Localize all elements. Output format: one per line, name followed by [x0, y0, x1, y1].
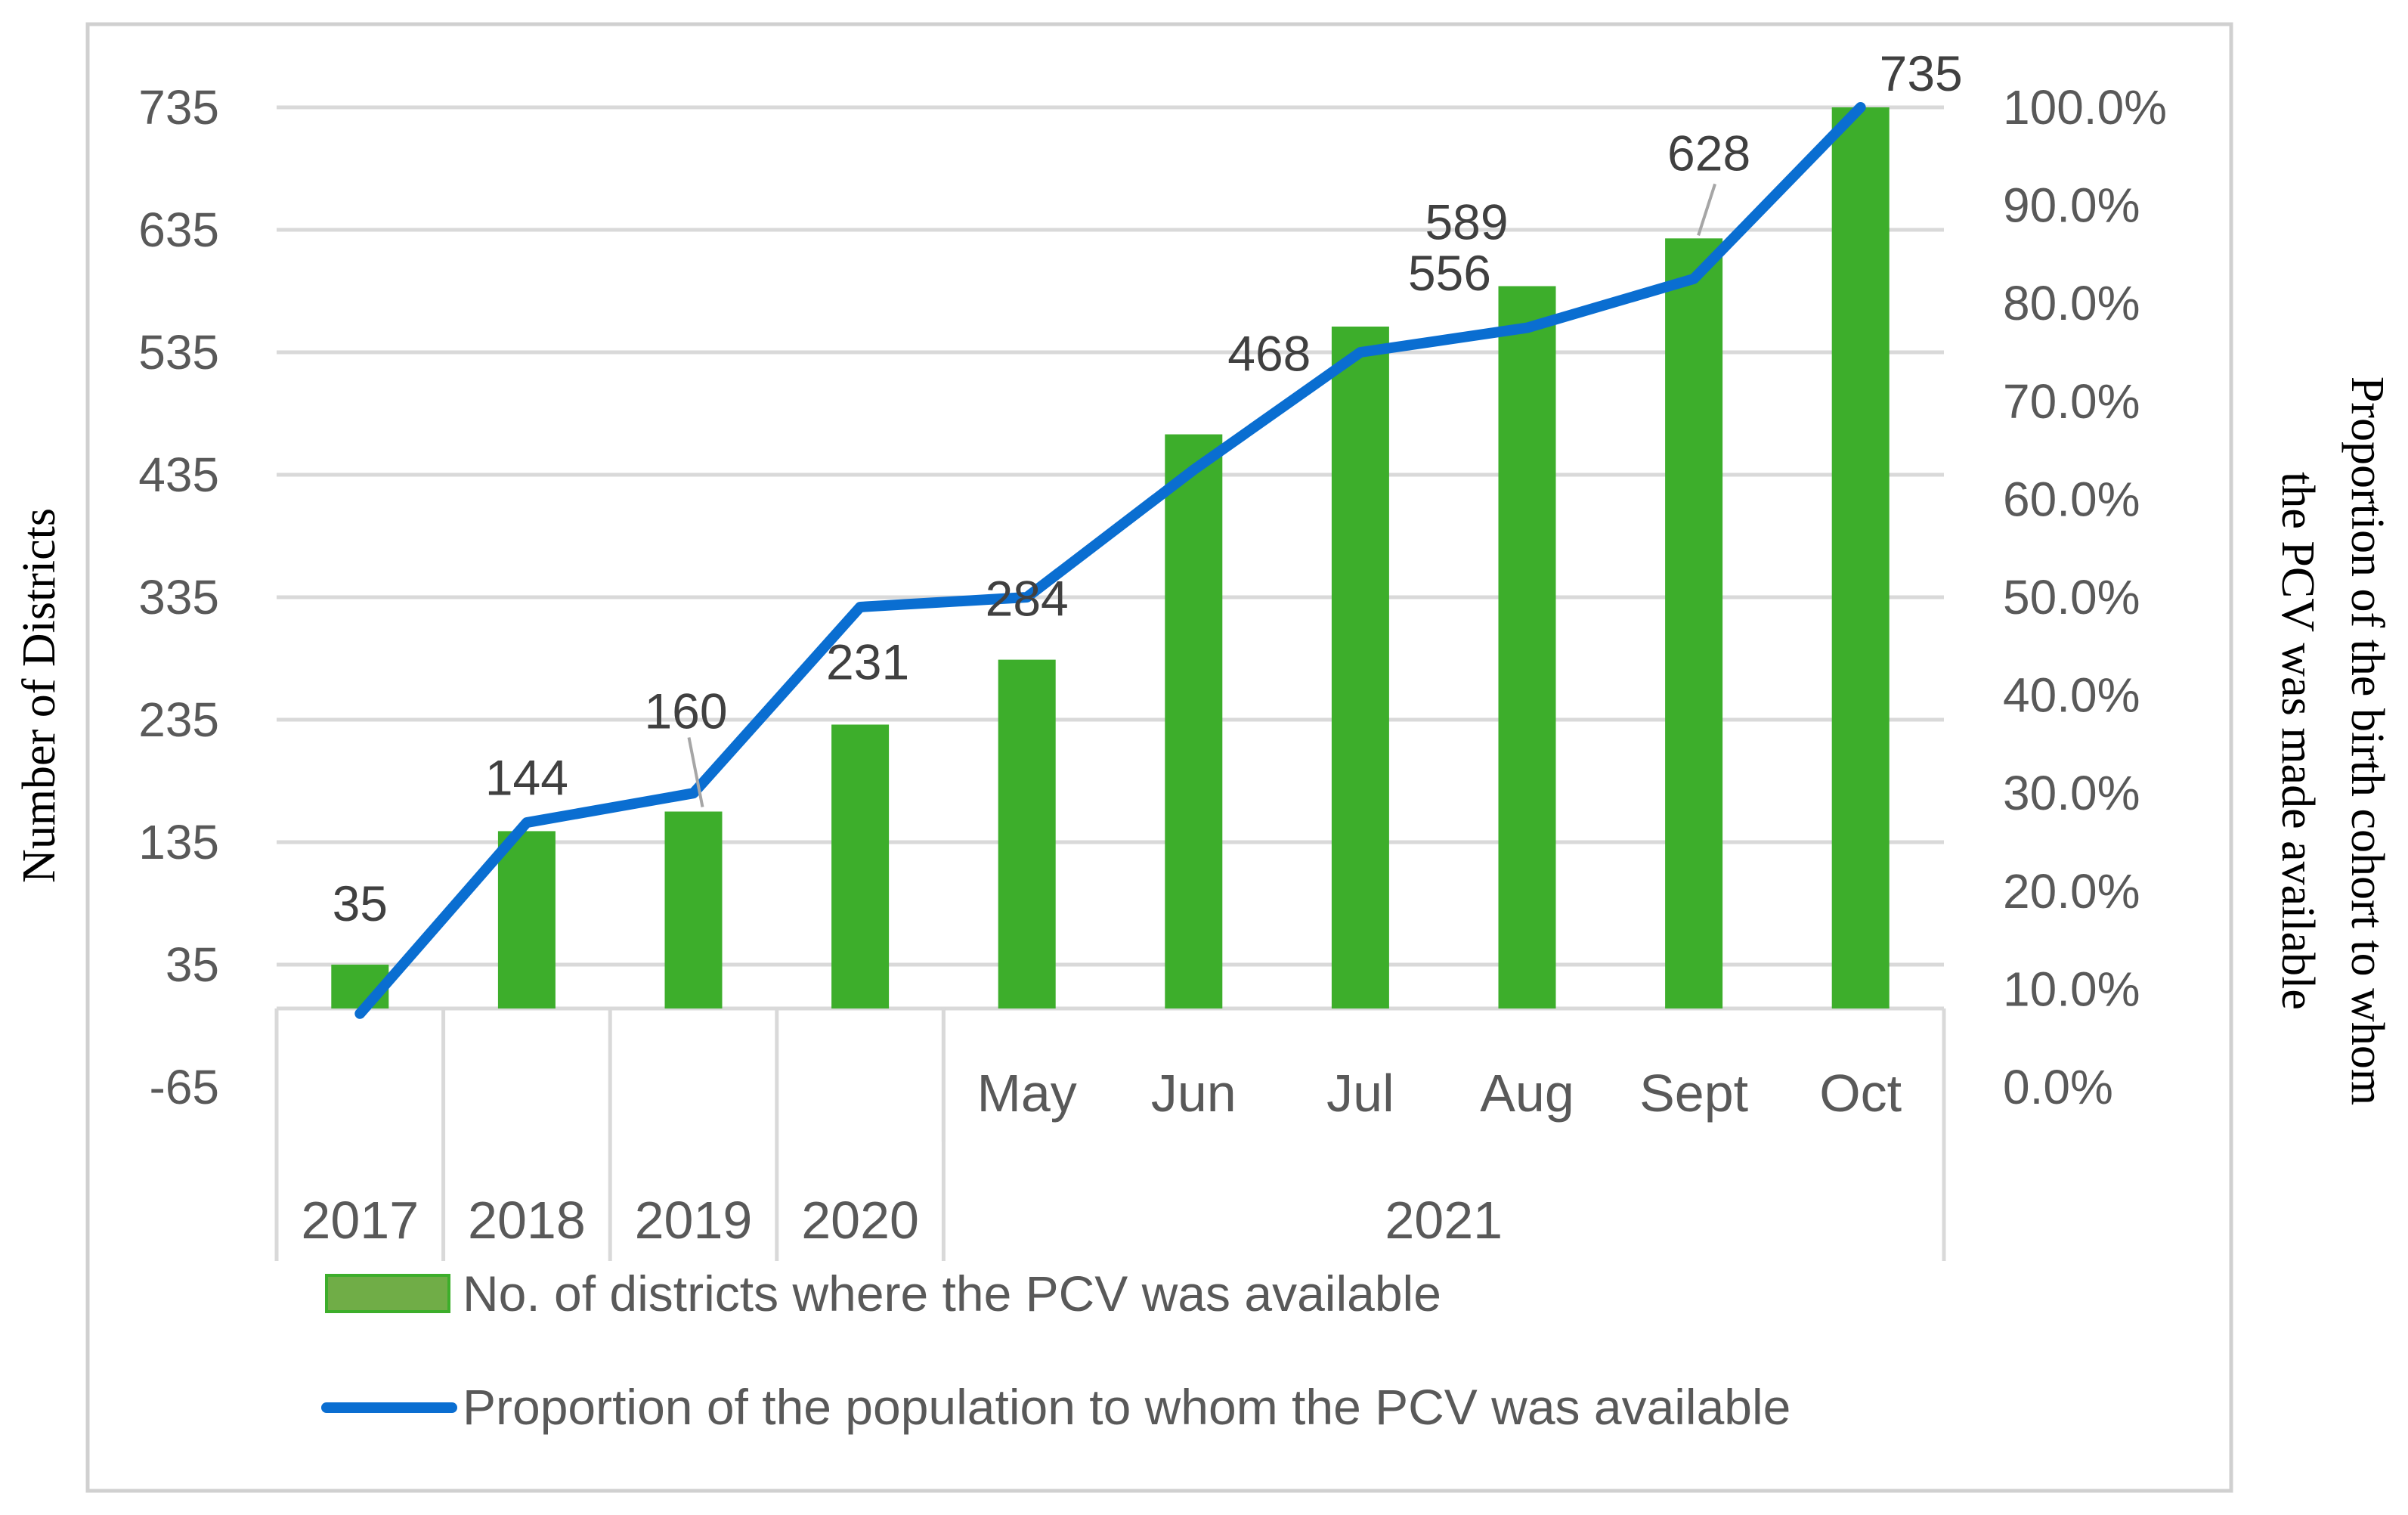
- bar: [831, 724, 890, 1008]
- right-tick-label: 10.0%: [2003, 962, 2140, 1016]
- bar-value-label: 468: [1227, 326, 1311, 382]
- month-label: Jun: [1151, 1064, 1236, 1123]
- left-tick-label: -65: [150, 1060, 220, 1114]
- right-tick-label: 100.0%: [2003, 80, 2167, 135]
- left-tick-label: 435: [138, 448, 219, 502]
- bar: [1165, 434, 1223, 1008]
- left-tick-label: 535: [138, 325, 219, 380]
- left-tick-label: 335: [138, 570, 219, 624]
- bar-value-label: 284: [986, 571, 1069, 627]
- right-tick-label: 20.0%: [2003, 864, 2140, 919]
- legend: No. of districts where the PCV was avail…: [321, 1266, 1791, 1435]
- left-tick-label: 735: [138, 80, 219, 135]
- line-point: [359, 1012, 361, 1015]
- line-point: [1859, 107, 1862, 108]
- bar-value-label: 35: [333, 875, 388, 931]
- left-tick-label: 235: [138, 692, 219, 747]
- left-tick-label: 635: [138, 203, 219, 257]
- right-axis-title-line1: Proportion of the birth cohort to whom: [2341, 376, 2393, 1105]
- right-axis-ticks: 100.0% 90.0% 80.0% 70.0% 60.0% 50.0% 40.0% 30.0…: [2003, 80, 2167, 1114]
- bar-value-label: 160: [644, 683, 727, 739]
- month-label: Sept: [1639, 1064, 1748, 1123]
- left-tick-label: 135: [138, 815, 219, 869]
- right-axis-title-line2: the PCV was made available: [2272, 472, 2323, 1010]
- legend-bar-label: No. of districts where the PCV was avail…: [463, 1266, 1441, 1321]
- bar: [497, 831, 556, 1008]
- legend-bar-swatch: [325, 1274, 450, 1313]
- year-label: 2017: [301, 1191, 419, 1250]
- bar-value-label: 628: [1667, 125, 1750, 181]
- right-tick-label: 30.0%: [2003, 766, 2140, 820]
- line-series: [354, 102, 1866, 1019]
- line-point: [1026, 596, 1028, 598]
- left-axis-ticks: 735 635 535 435 335 235 135 35 -65: [138, 80, 219, 1114]
- bar: [1665, 238, 1723, 1009]
- right-tick-label: 50.0%: [2003, 570, 2140, 624]
- bar: [1831, 107, 1890, 1008]
- bar-value-label: 144: [485, 749, 568, 805]
- line-point: [1526, 327, 1528, 329]
- left-axis-title: Number of Districts: [14, 508, 65, 883]
- right-tick-label: 70.0%: [2003, 374, 2140, 429]
- month-label: Jul: [1326, 1064, 1394, 1123]
- right-tick-label: 40.0%: [2003, 668, 2140, 723]
- bar: [998, 659, 1056, 1008]
- month-label: Aug: [1480, 1064, 1574, 1123]
- month-label: Oct: [1819, 1064, 1902, 1123]
- year-label: 2018: [468, 1191, 586, 1250]
- line-point: [1359, 352, 1361, 353]
- month-label: May: [977, 1064, 1077, 1123]
- right-tick-label: 80.0%: [2003, 276, 2140, 330]
- bar: [664, 811, 723, 1008]
- right-tick-label: 90.0%: [2003, 178, 2140, 233]
- line-point: [1693, 277, 1695, 280]
- bar-value-label: 556: [1408, 245, 1491, 301]
- bar: [1498, 286, 1556, 1008]
- year-label: 2020: [801, 1191, 919, 1250]
- right-tick-label: 60.0%: [2003, 472, 2140, 526]
- line-point: [859, 606, 862, 608]
- right-tick-label: 0.0%: [2003, 1060, 2113, 1114]
- leader-line: [1697, 183, 1717, 236]
- leader-line: [687, 737, 704, 807]
- bar-value-label: 735: [1880, 45, 1963, 101]
- category-labels: May Jun Jul Aug Sept Oct 2017 2018 2019 2020 2021: [301, 1064, 1902, 1250]
- line-path: [354, 102, 1866, 1019]
- legend-line-label: Proportion of the population to whom the…: [463, 1379, 1791, 1435]
- line-point: [692, 792, 695, 795]
- line-point: [1193, 469, 1195, 471]
- line-point: [525, 822, 528, 824]
- left-tick-label: 35: [166, 937, 219, 992]
- year-label: 2021: [1385, 1191, 1503, 1250]
- year-label: 2019: [635, 1191, 753, 1250]
- bar-value-label: 231: [826, 634, 909, 689]
- bar-value-label: 589: [1425, 194, 1508, 250]
- bar: [1331, 326, 1389, 1009]
